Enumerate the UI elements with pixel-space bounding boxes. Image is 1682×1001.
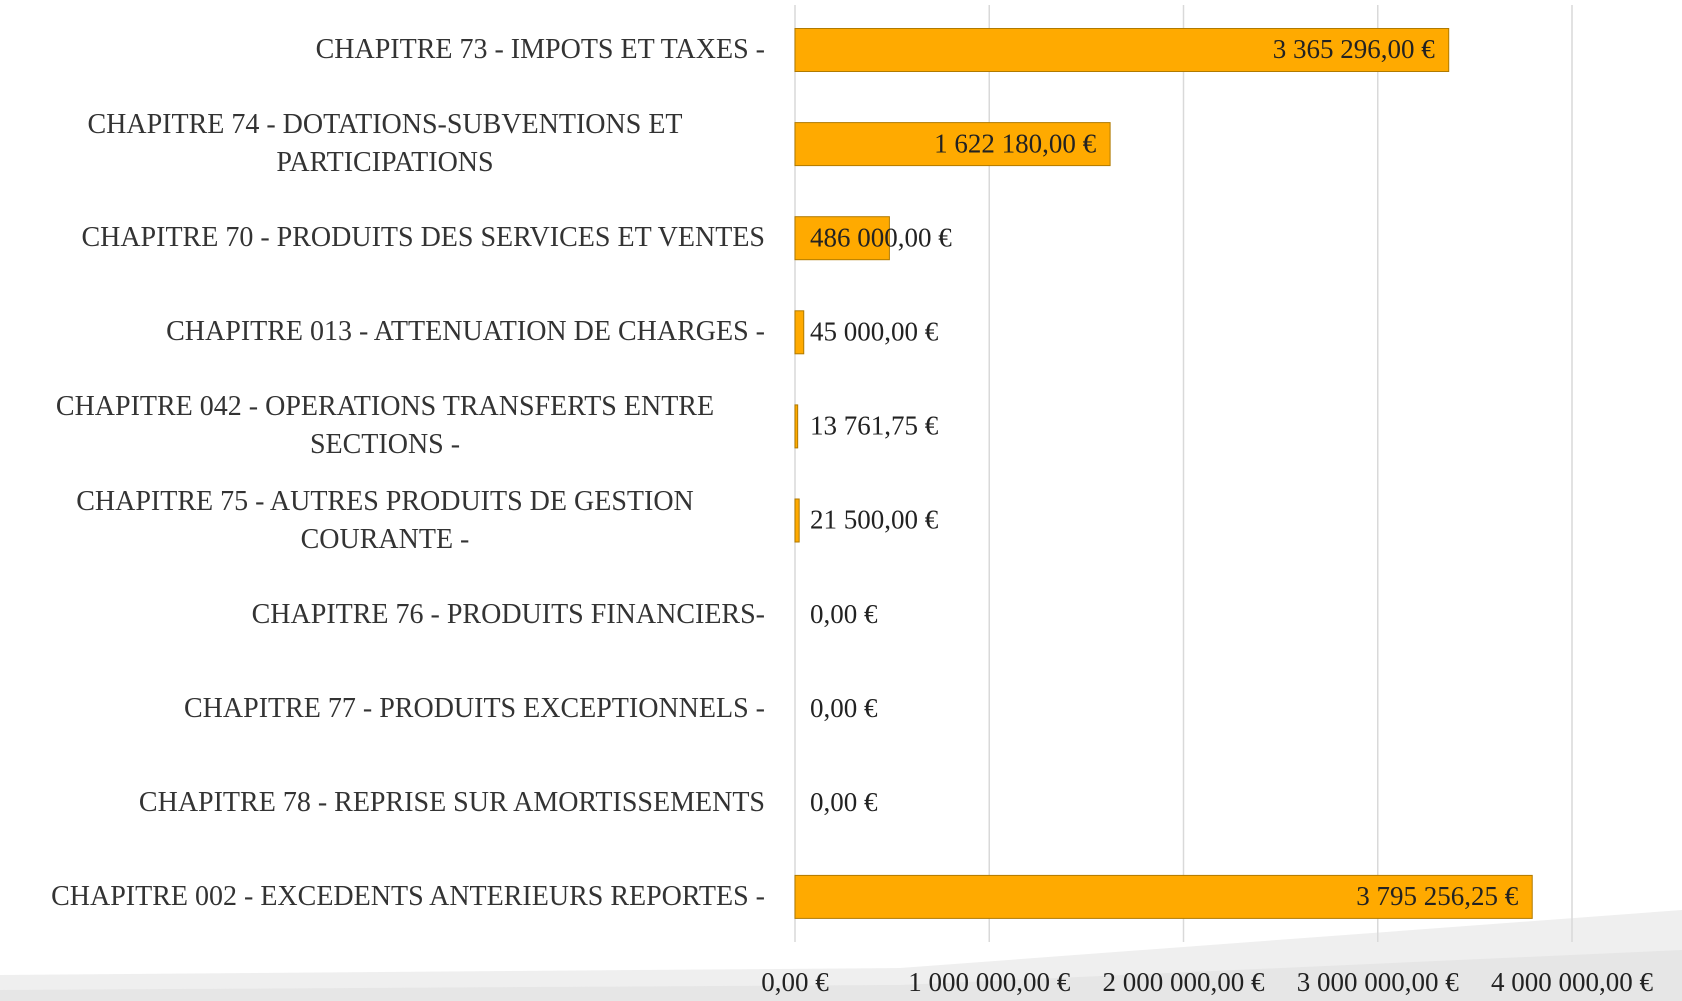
x-tick-label: 3 000 000,00 € [1297,967,1460,997]
bar [794,404,799,449]
value-label: 0,00 € [810,599,878,629]
x-tick-label: 2 000 000,00 € [1103,967,1266,997]
value-label: 45 000,00 € [810,317,939,347]
bar [794,498,800,543]
x-tick-label: 4 000 000,00 € [1491,967,1654,997]
x-tick-label: 1 000 000,00 € [908,967,1071,997]
category-label: CHAPITRE 75 - AUTRES PRODUITS DE GESTION… [76,485,694,555]
value-label: 3 365 296,00 € [1273,34,1436,64]
bar [794,122,1111,167]
background-swoosh [0,950,1682,1001]
value-label: 0,00 € [810,787,878,817]
bar [794,28,1450,72]
category-label: CHAPITRE 73 - IMPOTS ET TAXES - [315,34,765,65]
bar [794,874,1533,919]
category-label: CHAPITRE 76 - PRODUITS FINANCIERS- [251,598,765,630]
category-label: CHAPITRE 74 - DOTATIONS-SUBVENTIONS ET P… [87,109,683,179]
value-label: 13 761,75 € [810,411,939,441]
value-label: 21 500,00 € [810,505,939,535]
category-label: CHAPITRE 013 - ATTENUATION DE CHARGES - [166,316,765,348]
category-label: CHAPITRE 70 - PRODUITS DES SERVICES ET V… [81,222,765,254]
x-tick-label: 0,00 € [761,967,829,997]
bar [794,310,805,355]
value-label: 0,00 € [810,693,878,723]
value-label: 1 622 180,00 € [934,128,1097,158]
category-label: CHAPITRE 002 - EXCEDENTS ANTERIEURS REPO… [51,880,765,912]
category-label: CHAPITRE 78 - REPRISE SUR AMORTISSEMENTS [138,786,765,818]
category-label: CHAPITRE 042 - OPERATIONS TRANSFERTS ENT… [55,391,715,461]
bar [794,216,890,261]
category-label: CHAPITRE 77 - PRODUITS EXCEPTIONNELS - [184,692,765,724]
value-label: 3 795 256,25 € [1356,881,1519,911]
value-label: 486 000,00 € [810,222,952,252]
